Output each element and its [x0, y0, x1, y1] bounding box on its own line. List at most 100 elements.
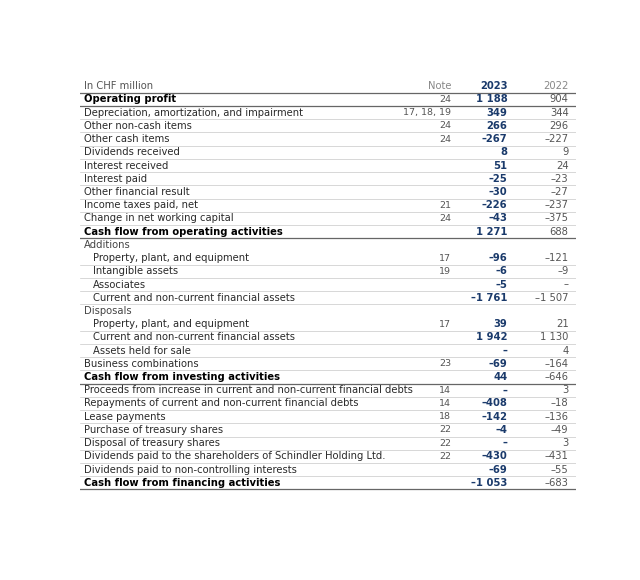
Text: –375: –375	[545, 213, 568, 223]
Text: 904: 904	[550, 95, 568, 104]
Text: 1 130: 1 130	[540, 332, 568, 342]
Text: 296: 296	[549, 121, 568, 131]
Text: 688: 688	[550, 227, 568, 237]
Text: Interest paid: Interest paid	[84, 174, 147, 184]
Text: –25: –25	[489, 174, 508, 184]
Text: Property, plant, and equipment: Property, plant, and equipment	[93, 253, 249, 263]
Text: Note: Note	[428, 81, 451, 91]
Text: 17: 17	[439, 253, 451, 263]
Text: 14: 14	[439, 386, 451, 395]
Text: 14: 14	[439, 399, 451, 408]
Text: 3: 3	[563, 438, 568, 448]
Text: –: –	[502, 385, 508, 395]
Text: 24: 24	[439, 214, 451, 223]
Text: –646: –646	[545, 372, 568, 382]
Text: –431: –431	[545, 451, 568, 461]
Text: 24: 24	[439, 95, 451, 104]
Text: 22: 22	[439, 425, 451, 434]
Text: 18: 18	[439, 412, 451, 421]
Text: 9: 9	[562, 147, 568, 157]
Text: 17, 18, 19: 17, 18, 19	[403, 108, 451, 117]
Text: –267: –267	[482, 134, 508, 144]
Text: –69: –69	[489, 465, 508, 474]
Text: –96: –96	[489, 253, 508, 263]
Text: –69: –69	[489, 359, 508, 369]
Text: 23: 23	[439, 360, 451, 368]
Text: 24: 24	[439, 121, 451, 130]
Text: –55: –55	[551, 465, 568, 474]
Text: Property, plant, and equipment: Property, plant, and equipment	[93, 319, 249, 329]
Text: Dividends paid to non-controlling interests: Dividends paid to non-controlling intere…	[84, 465, 297, 474]
Text: 349: 349	[486, 108, 508, 118]
Text: –23: –23	[551, 174, 568, 184]
Text: 22: 22	[439, 452, 451, 461]
Text: –5: –5	[495, 280, 508, 289]
Text: Intangible assets: Intangible assets	[93, 266, 178, 276]
Text: –683: –683	[545, 478, 568, 488]
Text: –27: –27	[551, 187, 568, 197]
Text: –49: –49	[551, 425, 568, 435]
Text: –408: –408	[482, 398, 508, 408]
Text: –: –	[564, 280, 568, 289]
Text: Purchase of treasury shares: Purchase of treasury shares	[84, 425, 223, 435]
Text: Proceeds from increase in current and non-current financial debts: Proceeds from increase in current and no…	[84, 385, 413, 395]
Text: Cash flow from operating activities: Cash flow from operating activities	[84, 227, 283, 237]
Text: –30: –30	[489, 187, 508, 197]
Text: –6: –6	[495, 266, 508, 276]
Text: –237: –237	[545, 200, 568, 210]
Text: –227: –227	[545, 134, 568, 144]
Text: Associates: Associates	[93, 280, 146, 289]
Text: 2023: 2023	[480, 81, 508, 91]
Text: –142: –142	[481, 412, 508, 422]
Text: –1 053: –1 053	[471, 478, 508, 488]
Text: Disposals: Disposals	[84, 306, 132, 316]
Text: 51: 51	[493, 161, 508, 171]
Text: –18: –18	[551, 398, 568, 408]
Text: 21: 21	[556, 319, 568, 329]
Text: –43: –43	[489, 213, 508, 223]
Text: –136: –136	[545, 412, 568, 422]
Text: –4: –4	[495, 425, 508, 435]
Text: 24: 24	[439, 135, 451, 144]
Text: –1 507: –1 507	[535, 293, 568, 303]
Text: Depreciation, amortization, and impairment: Depreciation, amortization, and impairme…	[84, 108, 303, 118]
Text: Other financial result: Other financial result	[84, 187, 189, 197]
Text: 39: 39	[494, 319, 508, 329]
Text: 22: 22	[439, 438, 451, 448]
Text: 1 188: 1 188	[476, 95, 508, 104]
Text: 17: 17	[439, 320, 451, 329]
Text: Lease payments: Lease payments	[84, 412, 166, 422]
Text: Dividends received: Dividends received	[84, 147, 180, 157]
Text: Operating profit: Operating profit	[84, 95, 176, 104]
Text: 344: 344	[550, 108, 568, 118]
Text: –164: –164	[545, 359, 568, 369]
Text: 24: 24	[556, 161, 568, 171]
Text: Business combinations: Business combinations	[84, 359, 198, 369]
Text: 1 271: 1 271	[476, 227, 508, 237]
Text: 4: 4	[563, 346, 568, 356]
Text: 266: 266	[486, 121, 508, 131]
Text: 2022: 2022	[543, 81, 568, 91]
Text: Interest received: Interest received	[84, 161, 168, 171]
Text: –1 761: –1 761	[471, 293, 508, 303]
Text: Cash flow from investing activities: Cash flow from investing activities	[84, 372, 280, 382]
Text: Dividends paid to the shareholders of Schindler Holding Ltd.: Dividends paid to the shareholders of Sc…	[84, 451, 385, 461]
Text: –9: –9	[557, 266, 568, 276]
Text: Assets held for sale: Assets held for sale	[93, 346, 191, 356]
Text: –121: –121	[545, 253, 568, 263]
Text: –: –	[502, 346, 508, 356]
Text: Income taxes paid, net: Income taxes paid, net	[84, 200, 198, 210]
Text: 44: 44	[493, 372, 508, 382]
Text: 1 942: 1 942	[476, 332, 508, 342]
Text: Other non-cash items: Other non-cash items	[84, 121, 192, 131]
Text: Current and non-current financial assets: Current and non-current financial assets	[93, 293, 295, 303]
Text: –226: –226	[482, 200, 508, 210]
Text: Additions: Additions	[84, 240, 131, 250]
Text: 8: 8	[500, 147, 508, 157]
Text: Other cash items: Other cash items	[84, 134, 170, 144]
Text: Disposal of treasury shares: Disposal of treasury shares	[84, 438, 220, 448]
Text: In CHF million: In CHF million	[84, 81, 153, 91]
Text: –430: –430	[482, 451, 508, 461]
Text: Repayments of current and non-current financial debts: Repayments of current and non-current fi…	[84, 398, 358, 408]
Text: 19: 19	[439, 267, 451, 276]
